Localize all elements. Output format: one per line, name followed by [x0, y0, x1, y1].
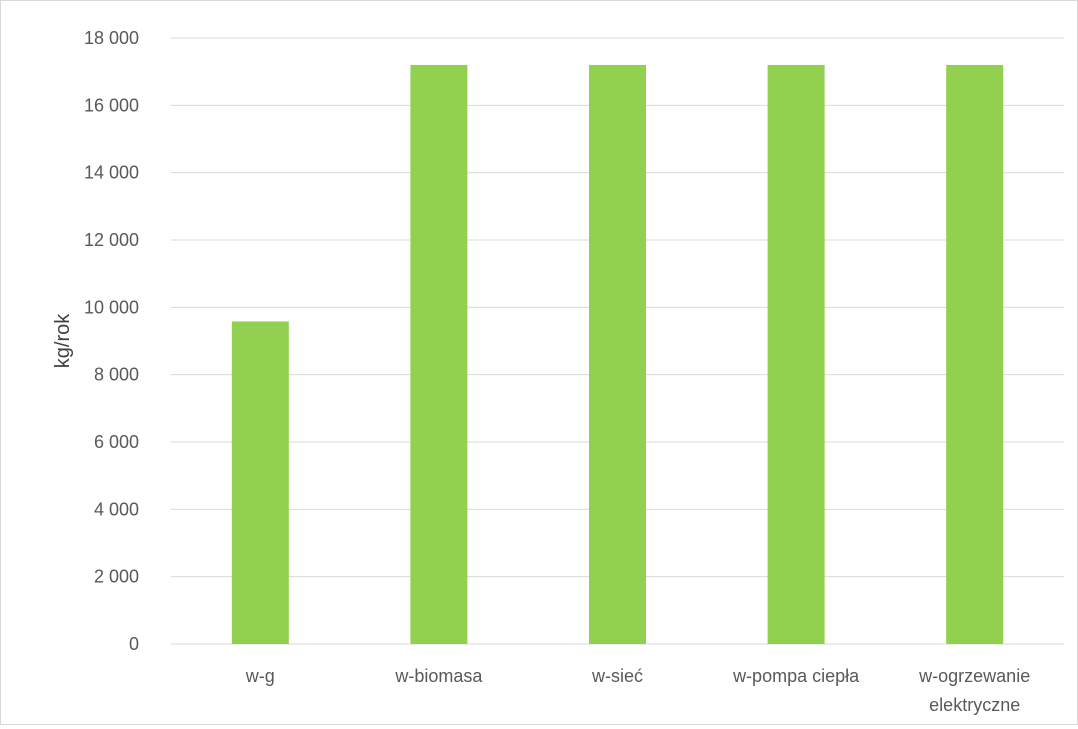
x-category-label: w-sieć: [591, 666, 643, 686]
y-tick-label: 12 000: [84, 230, 139, 250]
x-category-label: w-pompa ciepła: [732, 666, 860, 686]
bar: [767, 64, 825, 644]
y-tick-label: 0: [129, 634, 139, 654]
y-tick-label: 10 000: [84, 297, 139, 317]
x-category-label: w-biomasa: [394, 666, 483, 686]
y-tick-label: 2 000: [94, 567, 139, 587]
x-axis-labels: w-g w-biomasa w-sieć w-pompa ciepła w-ogrzew…: [245, 666, 1030, 715]
y-tick-label: 8 000: [94, 365, 139, 385]
bar: [946, 64, 1004, 644]
bar: [410, 64, 468, 644]
x-category-label: w-g: [245, 666, 275, 686]
bars: [231, 64, 1004, 644]
y-axis-ticks: 0 2 000 4 000 6 000 8 000 10 000 12 000 14 000 1…: [84, 28, 139, 654]
y-tick-label: 16 000: [84, 95, 139, 115]
bar: [231, 321, 289, 644]
y-tick-label: 6 000: [94, 432, 139, 452]
y-axis-title: kg/rok: [52, 313, 74, 368]
bar: [589, 64, 646, 644]
y-tick-label: 4 000: [94, 499, 139, 519]
y-tick-label: 14 000: [84, 163, 139, 183]
y-tick-label: 18 000: [84, 28, 139, 48]
x-category-label: w-ogrzewanie elektryczne: [918, 666, 1030, 715]
